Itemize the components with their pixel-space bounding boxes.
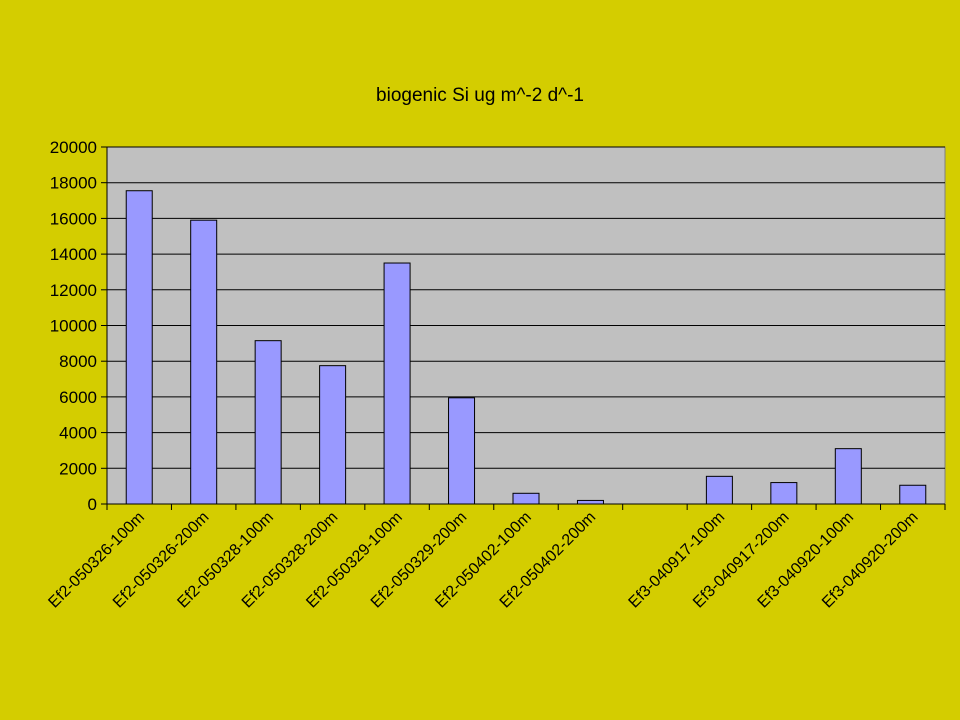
bar xyxy=(448,397,476,505)
bar xyxy=(319,365,347,505)
bar xyxy=(899,484,927,505)
bar xyxy=(254,340,282,505)
chart-title: biogenic Si ug m^-2 d^-1 xyxy=(376,85,584,106)
y-tick-label: 8000 xyxy=(59,352,97,371)
bar xyxy=(576,499,604,505)
y-tick-label: 2000 xyxy=(59,459,97,478)
y-tick-label: 10000 xyxy=(50,317,97,336)
y-tick-label: 14000 xyxy=(50,245,97,264)
y-tick-labels: 0 2000 4000 6000 8000 10000 12000 14000 16000 180… xyxy=(50,138,97,514)
bar xyxy=(125,190,153,505)
x-category-labels: Ef2-050326-100mEf2-050326-200mEf2-050328… xyxy=(45,509,921,612)
y-tick-label: 12000 xyxy=(50,281,97,300)
axes xyxy=(101,146,946,510)
y-tick-label: 18000 xyxy=(50,174,97,193)
gridlines xyxy=(107,146,945,469)
bar xyxy=(705,475,733,505)
y-tick-label: 16000 xyxy=(50,209,97,228)
y-tick-label: 4000 xyxy=(59,424,97,443)
bar xyxy=(770,482,798,505)
y-tick-label: 0 xyxy=(88,495,97,514)
bar xyxy=(383,262,411,505)
y-tick-label: 6000 xyxy=(59,388,97,407)
bar xyxy=(190,219,218,505)
y-tick-label: 20000 xyxy=(50,138,97,157)
bar xyxy=(512,492,540,505)
bar xyxy=(834,448,862,505)
